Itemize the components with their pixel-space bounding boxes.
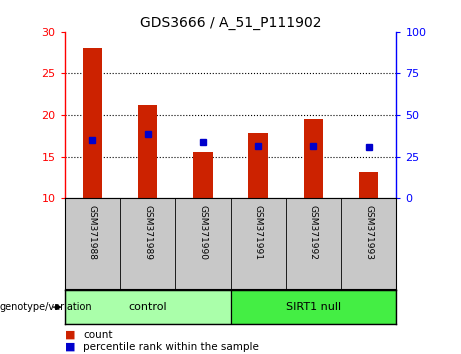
- Text: GSM371992: GSM371992: [309, 205, 318, 260]
- Bar: [65, 290, 230, 324]
- Bar: [138, 105, 157, 198]
- Bar: [83, 48, 102, 198]
- Text: GSM371993: GSM371993: [364, 205, 373, 261]
- Text: SIRT1 null: SIRT1 null: [286, 302, 341, 312]
- Text: GDS3666 / A_51_P111902: GDS3666 / A_51_P111902: [140, 16, 321, 30]
- Text: GSM371989: GSM371989: [143, 205, 152, 261]
- Bar: [304, 119, 323, 198]
- Text: GSM371990: GSM371990: [198, 205, 207, 261]
- Text: genotype/variation: genotype/variation: [0, 302, 93, 312]
- Bar: [230, 290, 396, 324]
- Text: GSM371991: GSM371991: [254, 205, 263, 261]
- Text: GSM371988: GSM371988: [88, 205, 97, 261]
- Text: control: control: [128, 302, 167, 312]
- Text: ■: ■: [65, 342, 75, 352]
- Bar: [248, 133, 268, 198]
- Bar: [193, 152, 213, 198]
- Text: ■: ■: [65, 330, 75, 339]
- Text: count: count: [83, 330, 112, 339]
- Text: percentile rank within the sample: percentile rank within the sample: [83, 342, 259, 352]
- Bar: [359, 172, 378, 198]
